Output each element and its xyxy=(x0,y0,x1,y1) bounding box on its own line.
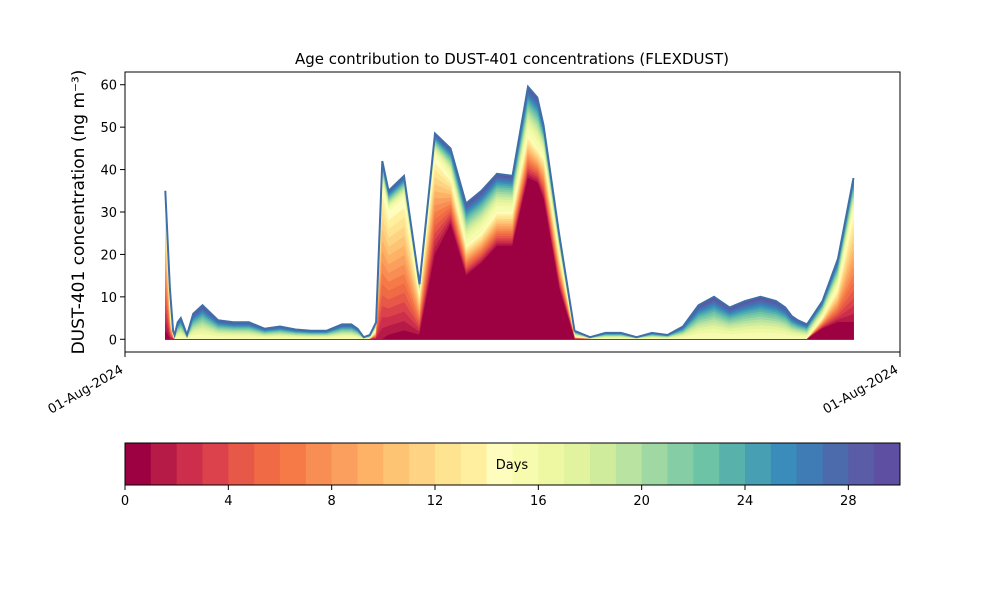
y-axis: 0 10 20 30 40 50 60 xyxy=(100,79,125,348)
colorbar-bin-5 xyxy=(254,443,281,485)
colorbar-bin-14 xyxy=(486,443,513,485)
colorbar-bin-23 xyxy=(719,443,746,485)
y-tick-label-10: 10 xyxy=(100,291,117,306)
total-concentration-line xyxy=(164,84,855,339)
colorbar-bin-28 xyxy=(848,443,875,485)
colorbar-bin-19 xyxy=(615,443,643,485)
colorbar-bin-3 xyxy=(202,443,229,485)
colorbar-bins xyxy=(124,442,901,486)
colorbar-bin-6 xyxy=(280,443,307,485)
colorbar-frame xyxy=(124,442,901,486)
colorbar-bin-0 xyxy=(125,443,152,485)
y-axis-label: DUST-401 concentration (ng m⁻³) xyxy=(69,70,89,355)
colorbar-bin-25 xyxy=(770,443,798,485)
colorbar-tick-label-24: 24 xyxy=(737,494,754,509)
colorbar-tick-label-8: 8 xyxy=(328,494,336,509)
y-tick-label-50: 50 xyxy=(100,121,117,136)
colorbar-tick-label-4: 4 xyxy=(224,494,232,509)
colorbar-tick-label-0: 0 xyxy=(121,494,129,509)
colorbar-label: Days xyxy=(496,458,529,473)
colorbar-bin-26 xyxy=(796,443,823,485)
colorbar-tick-label-12: 12 xyxy=(427,494,444,509)
colorbar-bin-21 xyxy=(667,443,694,485)
colorbar-bin-18 xyxy=(590,443,617,485)
colorbar-bin-9 xyxy=(357,443,384,485)
colorbar-bin-1 xyxy=(150,443,178,485)
colorbar-tick-label-20: 20 xyxy=(633,494,650,509)
colorbar-ticks: 0 4 8 12 16 20 24 28 xyxy=(121,485,857,509)
colorbar-bin-10 xyxy=(383,443,410,485)
colorbar-bin-7 xyxy=(305,443,333,485)
plot-area xyxy=(124,71,901,357)
colorbar-bin-11 xyxy=(409,443,436,485)
x-tick-label-end: 01-Aug-2024 xyxy=(821,362,901,417)
chart-title: Age contribution to DUST-401 concentrati… xyxy=(295,50,729,68)
y-tick-label-40: 40 xyxy=(100,164,117,179)
colorbar-bin-17 xyxy=(564,443,591,485)
colorbar-tick-label-28: 28 xyxy=(840,494,857,509)
colorbar-bin-8 xyxy=(331,443,358,485)
colorbar-bin-13 xyxy=(460,443,488,485)
colorbar-bin-16 xyxy=(538,443,565,485)
colorbar: Days 0 4 8 12 16 20 24 28 xyxy=(121,442,901,509)
y-tick-label-0: 0 xyxy=(109,333,117,348)
age-layer-0 xyxy=(165,177,854,340)
colorbar-bin-15 xyxy=(512,443,539,485)
colorbar-bin-24 xyxy=(745,443,772,485)
colorbar-bin-4 xyxy=(228,443,255,485)
colorbar-bin-29 xyxy=(874,443,901,485)
y-tick-label-60: 60 xyxy=(100,79,117,94)
y-tick-label-20: 20 xyxy=(100,248,117,263)
colorbar-bin-27 xyxy=(822,443,849,485)
y-tick-label-30: 30 xyxy=(100,206,117,221)
colorbar-bin-20 xyxy=(641,443,668,485)
x-axis: 01-Aug-2024 01-Aug-2024 xyxy=(46,362,901,417)
x-tick-label-start: 01-Aug-2024 xyxy=(46,362,126,417)
colorbar-bin-2 xyxy=(176,443,203,485)
colorbar-bin-22 xyxy=(693,443,720,485)
colorbar-bin-12 xyxy=(435,443,462,485)
colorbar-tick-label-16: 16 xyxy=(530,494,547,509)
